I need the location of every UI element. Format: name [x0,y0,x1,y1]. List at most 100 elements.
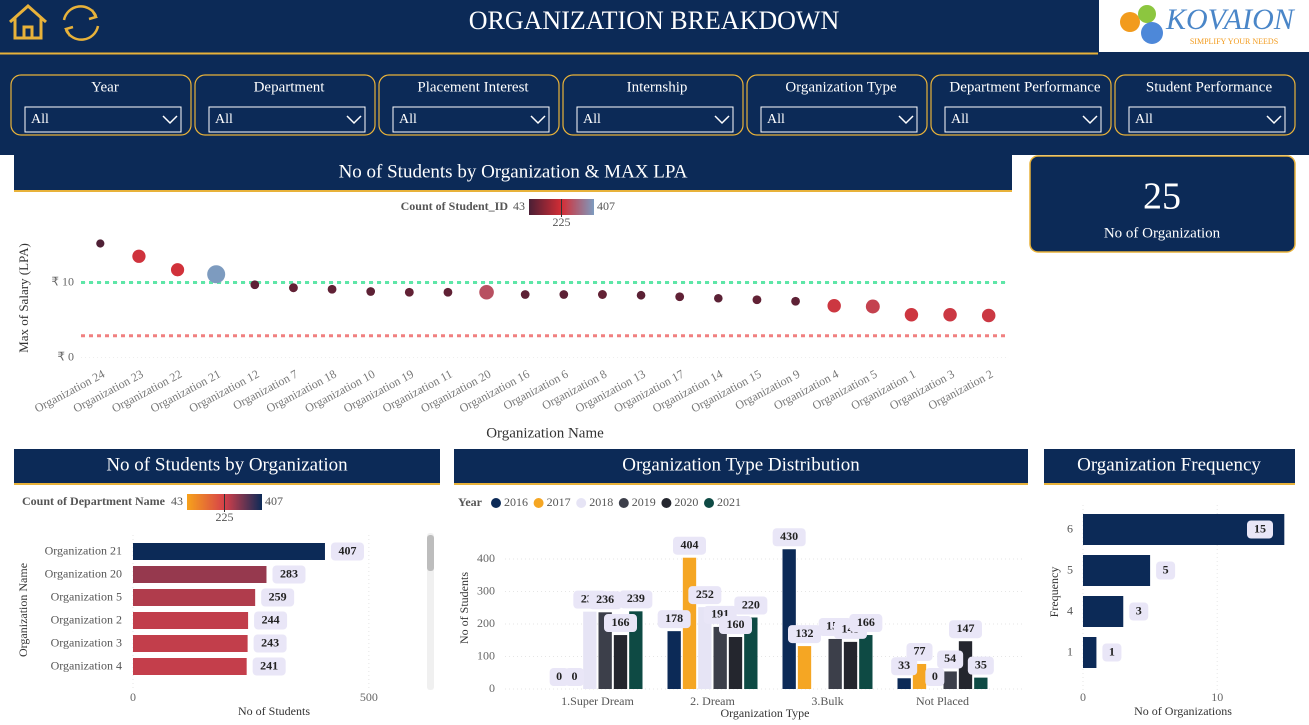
bubble [827,299,841,313]
legend-swatch [704,498,714,508]
y-tick-label: Organization 21 [45,543,122,557]
bubble [981,308,996,323]
bubble [479,284,494,300]
legend-max: 407 [597,199,615,213]
y-tick-label: 200 [477,616,495,630]
x-tick-label: 0 [130,690,136,704]
y-tick-label: 0 [489,681,495,695]
data-label-bg [1102,643,1122,662]
legend-label: 2020 [674,495,698,509]
bubble [96,239,105,248]
x-axis-title: Organization Name [486,425,604,441]
legend-title: Year [458,495,483,509]
filter-box [930,74,1112,136]
bubble [636,290,646,300]
data-label: 15 [1254,521,1266,535]
bar [583,611,597,689]
legend-swatch [576,498,587,508]
bubble [865,299,880,314]
legend-swatch [533,498,544,508]
data-label-bg [330,542,364,561]
bar [713,626,727,689]
scrollbar-thumb[interactable] [427,535,434,571]
filter-dropdown[interactable] [1128,106,1286,133]
filter-value: All [767,112,785,127]
bar [859,635,873,689]
kpi-value: 25 [1143,176,1181,218]
filter-label: Organization Type [785,79,897,95]
y-tick-label: Organization 4 [51,658,122,672]
data-label-bg [906,642,933,661]
data-label-bg [772,528,806,547]
page-title: ORGANIZATION BREAKDOWN [469,6,840,35]
y-tick-label: 4 [1067,603,1073,617]
x-axis-title: Organization Type [720,706,809,720]
bubble [288,283,298,293]
filter-dropdown[interactable] [760,106,918,133]
logo-text: KOVAION [1165,3,1296,36]
filter-dropdown[interactable] [392,106,550,133]
bar [897,678,911,689]
bubble [791,296,800,306]
bar [613,635,628,689]
filter-box [194,74,376,136]
filter-dropdown[interactable] [944,106,1102,133]
chart-title: Organization Frequency [1077,454,1261,475]
data-label: 404 [681,537,699,551]
filter-dropdown[interactable] [208,106,366,133]
filter-label: Department [254,79,326,95]
data-label: 0 [932,669,938,683]
legend-label: 2019 [632,495,656,509]
x-tick-label: Not Placed [916,694,969,708]
bar [943,671,957,689]
bubble [597,290,607,299]
data-label: 166 [612,615,630,629]
legend-min: 43 [171,494,183,508]
data-label: 54 [944,651,956,665]
legend-swatch [491,498,501,508]
data-label-bg [272,565,306,584]
y-tick-label: ₹ 10 [51,274,74,288]
bubble [327,284,337,294]
logo-tagline: SIMPLIFY YOUR NEEDS [1190,37,1278,46]
scrollbar-track[interactable] [427,533,434,690]
filter-box [10,74,192,136]
x-tick-label: 3.Bulk [811,694,843,708]
refresh-icon[interactable] [62,5,100,41]
y-tick-label: Organization 5 [51,589,122,603]
data-label: 77 [914,644,926,658]
x-tick-label: 500 [360,690,378,704]
dropdown-chevron [530,115,546,125]
filter-bar: Year All Department All Placement Interest Al… [10,74,1296,136]
bubble [559,290,569,299]
data-label-bg [657,610,691,629]
data-label: 241 [260,658,278,672]
section-header [1044,449,1295,484]
bubble [170,263,185,277]
data-label: 236 [596,592,614,606]
bar [667,631,681,689]
data-label: 430 [780,529,798,543]
bubble [207,265,226,284]
filter-value: All [215,112,233,127]
bar [1083,555,1151,586]
logo-dot [1138,5,1156,23]
data-label-bg [261,588,295,607]
data-label-bg [549,668,569,686]
filter-dropdown[interactable] [576,106,734,133]
data-label: 3 [1136,603,1142,617]
dropdown-chevron [346,115,362,125]
home-icon[interactable] [9,3,47,40]
data-label-bg [252,657,286,676]
x-tick-label: 10 [1211,690,1223,704]
chart-title: No of Students by Organization [106,454,348,475]
data-label: 33 [898,658,910,672]
logo-dot [1120,12,1140,32]
y-axis-title: No of Students [457,572,471,644]
legend-swatch [618,498,629,508]
filter-dropdown[interactable] [24,106,182,133]
bar [133,658,247,675]
bar [843,641,858,689]
bubble [404,287,414,297]
dropdown-chevron [1266,115,1282,125]
